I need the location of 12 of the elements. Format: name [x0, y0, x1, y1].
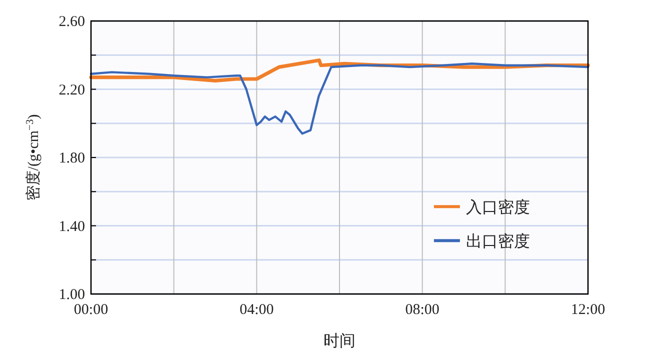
y-tick-label: 1.00 — [58, 287, 85, 303]
y-tick-label: 1.80 — [58, 150, 85, 166]
x-tick-label: 12:00 — [570, 302, 606, 318]
x-axis-title: 时间 — [324, 332, 356, 350]
x-tick-label: 04:00 — [240, 302, 274, 318]
y-tick-label: 2.20 — [58, 82, 85, 98]
legend-label: 出口密度 — [466, 232, 530, 251]
x-tick-label: 00:00 — [74, 302, 108, 318]
x-tick-label: 08:00 — [405, 302, 440, 318]
y-tick-label: 2.60 — [58, 14, 85, 30]
legend-label: 入口密度 — [466, 198, 530, 217]
y-tick-label: 1.40 — [58, 218, 85, 235]
